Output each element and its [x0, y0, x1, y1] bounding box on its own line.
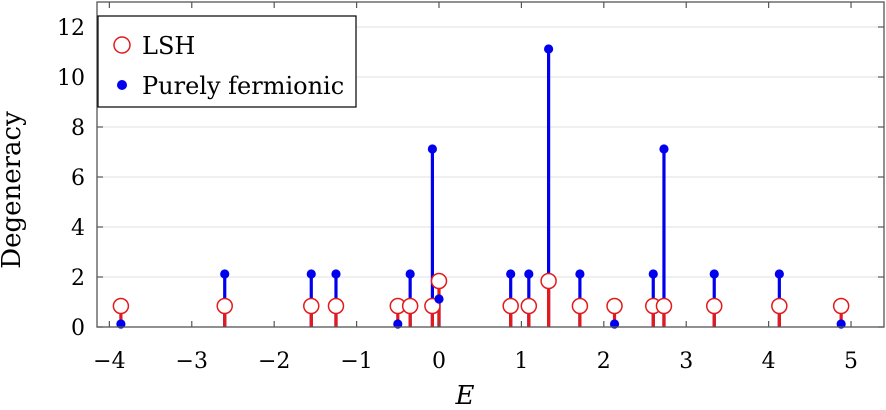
- x-tick-label: −3: [176, 349, 208, 374]
- lsh-marker: [520, 297, 538, 315]
- lsh-marker: [571, 297, 589, 315]
- fermionic-marker: [659, 144, 669, 154]
- fermionic-marker: [524, 269, 534, 279]
- fermionic-marker: [116, 319, 126, 329]
- x-tick-label: −1: [340, 349, 372, 374]
- fermionic-marker: [331, 269, 341, 279]
- x-tick-label: 5: [844, 349, 858, 374]
- x-tick-label: −2: [258, 349, 290, 374]
- markers: [112, 44, 850, 329]
- lsh-marker: [401, 297, 419, 315]
- fermionic-marker: [575, 269, 585, 279]
- lsh-marker: [771, 297, 788, 315]
- fermionic-marker: [836, 319, 846, 329]
- fermionic-marker: [434, 294, 444, 304]
- lsh-marker: [705, 297, 723, 315]
- x-tick-label: −4: [93, 349, 125, 374]
- y-tick-label: 2: [71, 266, 85, 291]
- x-tick-label: 3: [679, 349, 693, 374]
- legend: LSH Purely fermionic: [97, 15, 357, 108]
- legend-marker-fermionic: [117, 80, 127, 90]
- legend-box: [97, 15, 357, 108]
- lsh-marker: [327, 297, 345, 315]
- fermionic-marker: [774, 269, 784, 279]
- y-tick-label: 4: [71, 216, 85, 241]
- legend-marker-lsh: [113, 36, 131, 54]
- legend-label-lsh: LSH: [142, 32, 195, 60]
- fermionic-marker: [405, 269, 415, 279]
- x-tick-label: 0: [432, 349, 446, 374]
- legend-label-fermionic: Purely fermionic: [142, 72, 344, 100]
- lsh-marker: [832, 297, 850, 315]
- lsh-marker: [112, 297, 130, 315]
- y-tick-label: 6: [71, 166, 85, 191]
- fermionic-marker: [427, 144, 438, 154]
- lsh-marker: [502, 297, 519, 315]
- y-tick-label: 10: [57, 66, 85, 91]
- y-axis-title: Degeneracy: [0, 111, 27, 269]
- x-tick-label: 4: [762, 349, 776, 374]
- fermionic-marker: [709, 269, 719, 279]
- x-axis-title: E: [455, 381, 475, 410]
- lsh-marker: [606, 297, 623, 315]
- y-tick-label: 12: [57, 16, 85, 41]
- fermionic-marker: [543, 44, 554, 54]
- fermionic-marker: [506, 269, 516, 279]
- x-tick-label: 2: [597, 349, 611, 374]
- lsh-marker: [430, 272, 448, 290]
- x-tick-label: 1: [514, 349, 528, 374]
- plot-frame: [96, 1, 885, 328]
- lsh-marker: [655, 297, 673, 315]
- y-tick-label: 0: [71, 316, 85, 341]
- y-tick-label: 8: [71, 116, 85, 141]
- lsh-marker: [216, 297, 233, 315]
- fermionic-marker: [609, 319, 620, 329]
- fermionic-marker: [648, 269, 658, 279]
- fermionic-marker: [306, 269, 316, 279]
- fermionic-marker: [220, 269, 230, 279]
- lsh-marker: [303, 297, 320, 315]
- lsh-marker: [540, 272, 557, 290]
- fermionic-marker: [393, 319, 403, 329]
